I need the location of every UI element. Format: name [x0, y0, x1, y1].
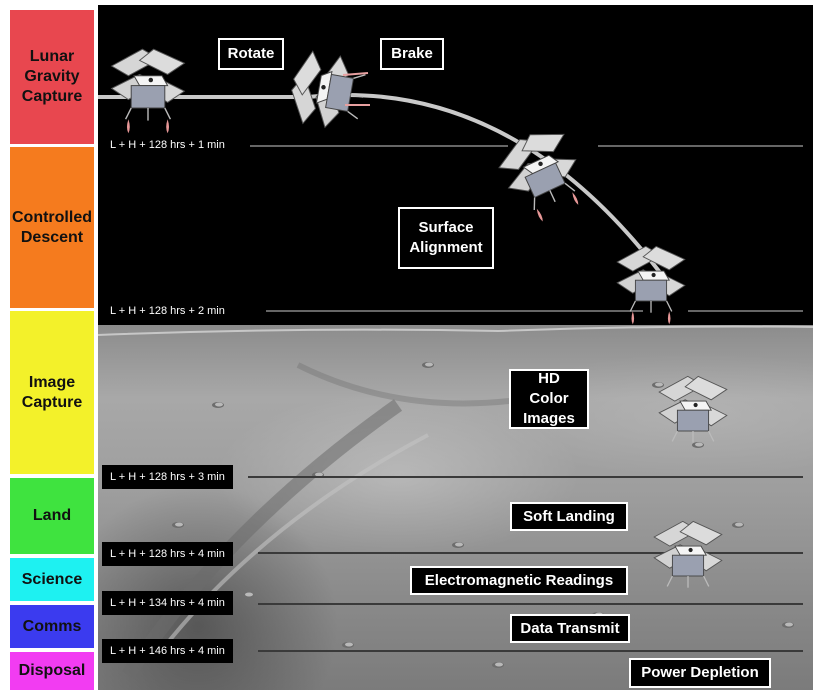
crater — [172, 522, 184, 528]
phase-land: Land — [10, 478, 94, 554]
spacecraft-landed — [653, 520, 723, 589]
crater — [732, 522, 744, 528]
callout-brake: Brake — [380, 38, 444, 70]
phase-label: Disposal — [18, 662, 86, 679]
spacecraft-rotate — [285, 48, 371, 134]
spacecraft-imaging — [658, 375, 728, 444]
timestamp-3: L + H + 128 hrs + 3 min — [102, 465, 233, 489]
callout-power-depletion: Power Depletion — [629, 658, 771, 688]
crater — [422, 362, 434, 368]
lunar-horizon — [98, 325, 813, 336]
callout-data-transmit: Data Transmit — [510, 614, 630, 643]
phase-label: Science — [21, 570, 83, 588]
phase-science: Science — [10, 558, 94, 601]
phase-image-capture: Image Capture — [10, 311, 94, 474]
phase-label: Image Capture — [21, 373, 83, 411]
crater — [692, 442, 704, 448]
crater-ridge — [122, 399, 403, 679]
phase-lunar-gravity-capture: Lunar Gravity Capture — [10, 10, 94, 144]
phase-comms: Comms — [10, 605, 94, 648]
timestamp-4: L + H + 128 hrs + 4 min — [102, 542, 233, 566]
phase-controlled-descent: Controlled Descent — [10, 147, 94, 308]
callout-soft-landing: Soft Landing — [510, 502, 628, 531]
timestamp-2: L + H + 128 hrs + 2 min — [110, 305, 225, 317]
phase-label: Land — [32, 507, 72, 524]
crater — [342, 642, 354, 648]
timestamp-1: L + H + 128 hrs + 1 min — [110, 139, 225, 151]
phase-label: Comms — [22, 617, 82, 635]
crater-ridge — [156, 433, 429, 657]
phase-label: Lunar Gravity Capture — [21, 48, 83, 105]
callout-rotate: Rotate — [218, 38, 284, 70]
spacecraft-capture — [110, 48, 186, 134]
phase-disposal: Disposal — [10, 652, 94, 690]
timestamp-6: L + H + 146 hrs + 4 min — [102, 639, 233, 663]
phase-label: Controlled Descent — [12, 208, 92, 246]
crater — [492, 662, 504, 668]
callout-surface-alignment: Surface Alignment — [398, 207, 494, 269]
mission-scene: L + H + 128 hrs + 1 min L + H + 128 hrs … — [98, 5, 813, 690]
trajectory-path — [98, 92, 675, 292]
scene-graphics — [98, 48, 813, 679]
crater — [652, 382, 664, 388]
crater — [782, 622, 794, 628]
callout-electromagnetic-readings: Electromagnetic Readings — [410, 566, 628, 595]
crater-rim — [296, 362, 519, 407]
callout-hd-color-images: HD Color Images — [509, 369, 589, 429]
timestamp-5: L + H + 134 hrs + 4 min — [102, 591, 233, 615]
crater — [242, 592, 254, 598]
crater — [452, 542, 464, 548]
spacecraft-alignment — [616, 245, 686, 325]
thruster-plume — [342, 72, 369, 76]
crater — [212, 402, 224, 408]
